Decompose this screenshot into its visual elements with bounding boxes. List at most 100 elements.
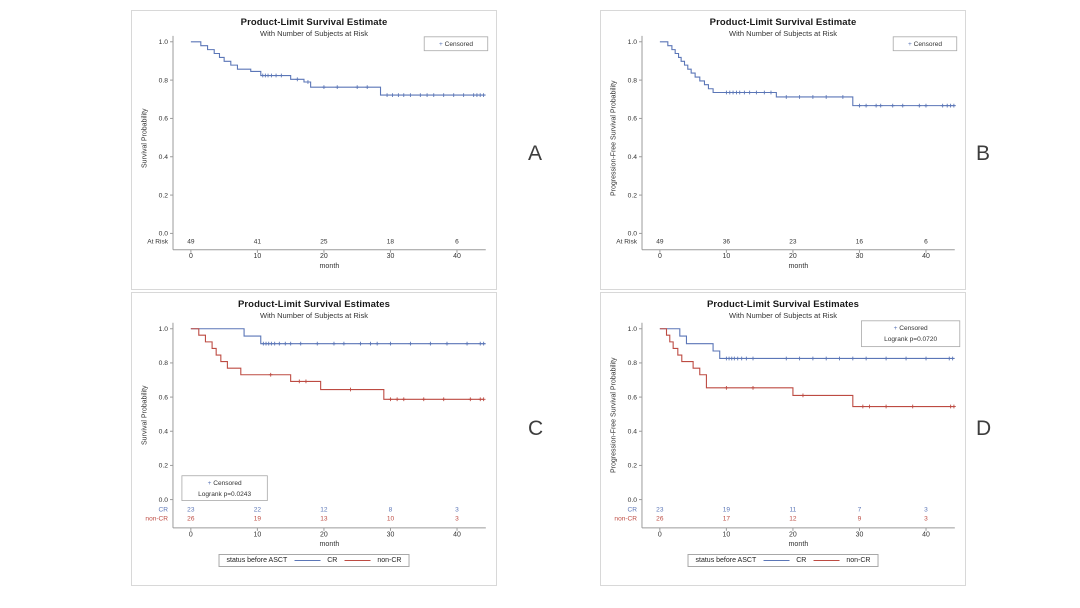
x-tick-label: 20 — [789, 253, 797, 260]
censored-legend-box — [181, 475, 268, 501]
at-risk-count: 12 — [789, 515, 797, 522]
x-axis-title: month — [319, 540, 339, 548]
y-tick-label: 0.6 — [159, 116, 169, 123]
censored-legend-label: + Censored — [894, 325, 928, 332]
y-tick-label: 1.0 — [159, 39, 169, 46]
panel-progression-free-survival: Product-Limit Survival Estimate With Num… — [600, 10, 966, 290]
plot-subtitle: With Number of Subjects at Risk — [260, 311, 368, 320]
plot-subtitle: With Number of Subjects at Risk — [260, 29, 368, 38]
survival-curve-non-CR — [659, 328, 955, 408]
y-tick-label: 0.6 — [159, 394, 169, 401]
x-tick-label: 20 — [320, 531, 328, 538]
non-cr-line-sample — [813, 560, 840, 561]
y-tick-label: 1.0 — [628, 39, 638, 46]
at-risk-count: 11 — [790, 507, 797, 514]
at-risk-count: 3 — [455, 507, 459, 514]
y-tick-label: 0.2 — [159, 192, 169, 199]
cr-line-sample — [294, 560, 321, 561]
at-risk-count: 19 — [254, 515, 262, 522]
at-risk-count: 6 — [455, 238, 459, 245]
group-legend-label-non-cr: non-CR — [377, 557, 402, 564]
x-tick-label: 30 — [387, 531, 395, 538]
censored-legend-box — [423, 36, 489, 52]
at-risk-count: 17 — [723, 515, 731, 522]
censored-legend-label: + Censored — [908, 41, 942, 48]
group-legend: status before ASCT CR non-CR — [218, 554, 410, 567]
plot-title: Product-Limit Survival Estimate — [240, 17, 388, 28]
survival-curve-non-CR — [190, 328, 484, 400]
at-risk-count: 3 — [455, 515, 459, 522]
at-risk-row-label: CR — [159, 507, 169, 514]
group-legend-label-cr: CR — [327, 557, 338, 564]
y-tick-label: 0.8 — [628, 77, 638, 84]
at-risk-count: 13 — [320, 515, 328, 522]
at-risk-count: 26 — [656, 515, 664, 522]
at-risk-row-label: non-CR — [614, 515, 637, 522]
panel-label-c: C — [528, 417, 544, 440]
y-tick-label: 0.8 — [628, 360, 638, 367]
group-legend-label-cr: CR — [796, 557, 807, 564]
at-risk-row-label: CR — [628, 507, 638, 514]
at-risk-count: 41 — [254, 238, 262, 245]
at-risk-count: 23 — [187, 507, 195, 514]
censored-legend-box — [861, 320, 961, 348]
km-plot-survival-by-cr-status: 1.0 0.8 0.6 0.4 0.2 0.0 0 10 20 30 40 month CR 23 22 12… — [145, 322, 486, 548]
logrank-pvalue-label: Logrank p=0.0243 — [198, 491, 251, 498]
y-tick-label: 0.8 — [159, 360, 169, 367]
at-risk-count: 26 — [187, 515, 195, 522]
km-plot-progression-free-survival: 1.0 0.8 0.6 0.4 0.2 0.0 0 10 20 30 40 month At Risk 4… — [616, 35, 958, 270]
y-tick-label: 0.6 — [628, 394, 638, 401]
plot-title: Product-Limit Survival Estimate — [709, 17, 857, 28]
y-tick-label: 0.2 — [159, 463, 169, 470]
y-tick-label: 0.4 — [159, 154, 169, 161]
x-axis-title: month — [788, 262, 808, 270]
x-axis-title: month — [788, 540, 808, 548]
at-risk-count: 3 — [924, 507, 928, 514]
at-risk-count: 22 — [254, 507, 262, 514]
at-risk-row-label: At Risk — [147, 238, 168, 245]
x-tick-label: 10 — [254, 531, 262, 538]
y-tick-label: 0.8 — [159, 77, 169, 84]
censor-marks-non-CR — [268, 372, 486, 402]
censor-marks-CR — [724, 356, 955, 361]
panel-overall-survival: Product-Limit Survival Estimate With Num… — [131, 10, 497, 290]
x-tick-label: 10 — [254, 253, 262, 260]
plot-subtitle: With Number of Subjects at Risk — [729, 29, 837, 38]
km-plot-pfs-by-cr-status: 1.0 0.8 0.6 0.4 0.2 0.0 0 10 20 30 40 month CR 23 19 11… — [614, 320, 961, 548]
y-tick-label: 0.2 — [628, 192, 638, 199]
y-tick-label: 1.0 — [159, 326, 169, 333]
y-tick-label: 0.4 — [628, 429, 638, 436]
y-tick-label: 0.0 — [159, 231, 169, 238]
at-risk-count: 7 — [858, 507, 862, 514]
censor-marks-all — [724, 90, 956, 108]
panel-label-b: B — [976, 142, 991, 165]
at-risk-count: 36 — [723, 238, 731, 245]
x-tick-label: 40 — [922, 253, 930, 260]
y-tick-label: 0.0 — [628, 497, 638, 504]
x-axis-title: month — [319, 262, 339, 270]
x-tick-label: 40 — [453, 253, 461, 260]
at-risk-count: 18 — [387, 238, 395, 245]
at-risk-count: 6 — [924, 238, 928, 245]
cr-line-sample — [763, 560, 790, 561]
censor-marks-non-CR — [724, 385, 956, 409]
at-risk-count: 3 — [924, 515, 928, 522]
x-tick-label: 30 — [387, 253, 395, 260]
x-tick-label: 0 — [658, 531, 662, 538]
group-legend-label-non-cr: non-CR — [846, 557, 871, 564]
panel-label-a: A — [528, 142, 543, 165]
at-risk-count: 12 — [320, 507, 328, 514]
group-legend: status before ASCT CR non-CR — [687, 554, 879, 567]
at-risk-count: 25 — [320, 238, 328, 245]
survival-curve-CR — [659, 328, 955, 359]
y-tick-label: 0.0 — [159, 497, 169, 504]
non-cr-line-sample — [344, 560, 371, 561]
group-legend-title: status before ASCT — [226, 557, 288, 564]
y-tick-label: 0.6 — [628, 116, 638, 123]
y-tick-label: 0.0 — [628, 231, 638, 238]
censored-legend-box — [892, 36, 958, 52]
survival-curve-all — [659, 41, 955, 107]
panel-pfs-by-cr-status: Product-Limit Survival Estimates With Nu… — [600, 292, 966, 586]
at-risk-row-label: At Risk — [616, 238, 637, 245]
